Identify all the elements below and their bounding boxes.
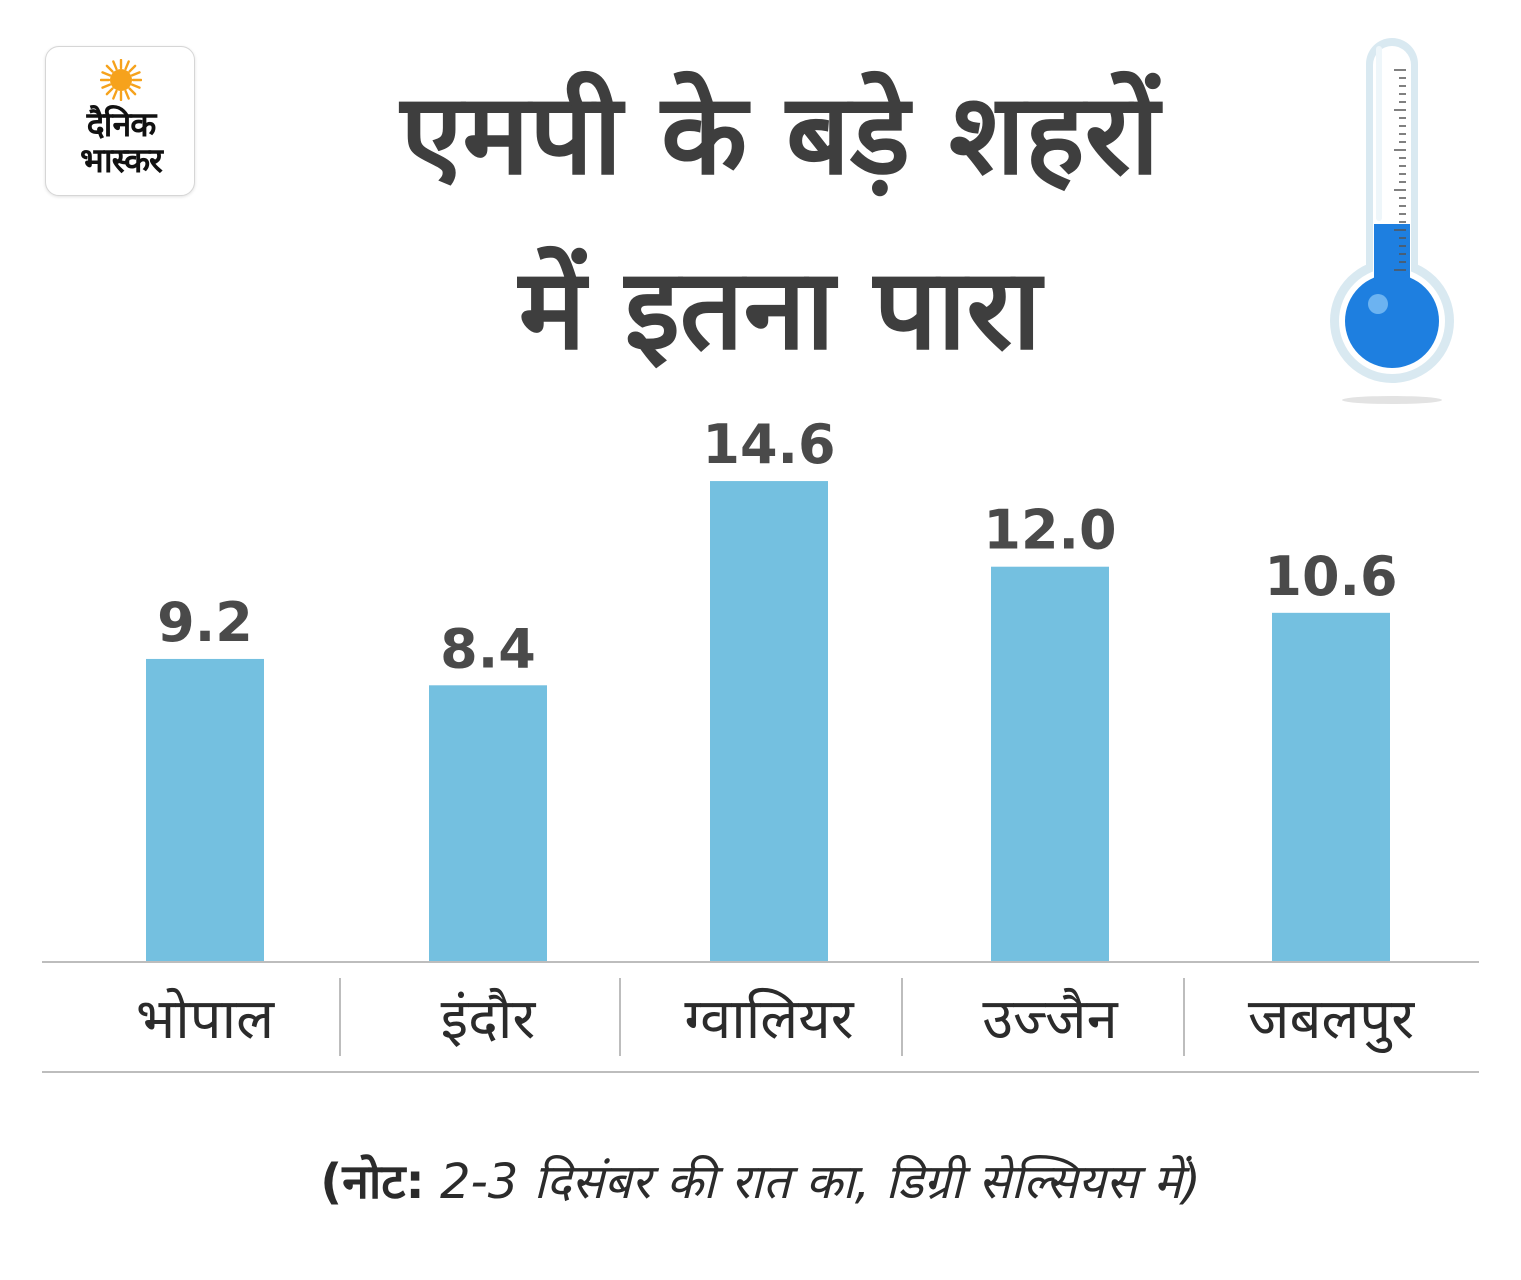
bar-1 [146, 658, 264, 962]
category-label-1: भोपाल [136, 987, 275, 1052]
value-label-3: 14.6 [702, 413, 835, 476]
note-label: (नोट: [320, 1154, 425, 1210]
bar-4 [991, 566, 1109, 962]
value-label-5: 10.6 [1264, 545, 1397, 608]
category-label-3: ग्वालियर [684, 987, 854, 1052]
bar-2 [429, 685, 547, 962]
value-label-1: 9.2 [157, 591, 253, 654]
dainik-bhaskar-logo: दैनिक भास्कर [45, 46, 195, 196]
sun-icon [100, 59, 142, 101]
thermometer-icon [1330, 38, 1454, 404]
category-label-2: इंदौर [441, 987, 537, 1052]
value-label-2: 8.4 [440, 617, 536, 680]
page-title-line1: एमपी के बड़े शहरों [400, 70, 1160, 200]
bar-3 [710, 481, 828, 962]
logo-text-line1: दैनिक [86, 105, 157, 145]
page-title-line2: में इतना पारा [518, 245, 1042, 375]
note-text: 2-3 दिसंबर की रात का, डिग्री सेल्सियस मे… [424, 1154, 1201, 1210]
chart-note: (नोट: 2-3 दिसंबर की रात का, डिग्री सेल्स… [0, 1148, 1521, 1213]
category-label-5: जबलपुर [1248, 987, 1415, 1054]
category-label-4: उज्जैन [982, 987, 1118, 1052]
bar-5 [1272, 612, 1390, 962]
logo-text-line2: भास्कर [80, 141, 163, 181]
value-label-4: 12.0 [983, 499, 1116, 562]
